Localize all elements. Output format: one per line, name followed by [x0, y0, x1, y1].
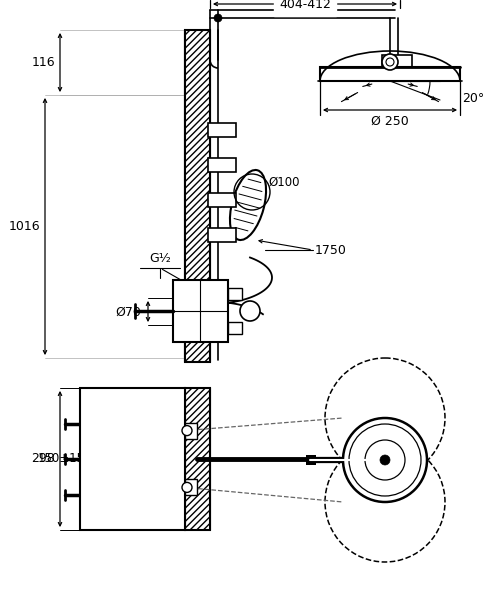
Text: 150±15: 150±15 [38, 452, 85, 466]
Bar [173, 280, 228, 342]
Ellipse shape [230, 170, 266, 240]
Circle shape [382, 54, 398, 70]
Bar [185, 388, 210, 530]
Text: G¹⁄₂: G¹⁄₂ [149, 252, 171, 265]
Circle shape [386, 58, 394, 66]
Text: Ø100: Ø100 [268, 175, 300, 188]
Bar [185, 30, 210, 362]
Bar [208, 123, 236, 137]
Circle shape [182, 482, 192, 493]
Bar [185, 422, 197, 439]
Text: 1016: 1016 [8, 220, 40, 232]
Bar [185, 479, 197, 496]
Bar [208, 193, 236, 207]
Bar [185, 388, 210, 530]
Circle shape [182, 425, 192, 436]
Text: Ø70: Ø70 [115, 305, 141, 319]
Text: 1750: 1750 [315, 244, 347, 257]
Bar [228, 288, 242, 300]
Text: Ø 250: Ø 250 [371, 115, 409, 128]
Bar [185, 30, 210, 362]
Bar [306, 455, 316, 465]
Bar [228, 322, 242, 334]
Circle shape [214, 14, 222, 22]
Text: 404-412: 404-412 [279, 0, 331, 10]
Bar [320, 67, 460, 81]
Bar [382, 55, 412, 67]
Circle shape [380, 455, 390, 465]
Bar [80, 388, 185, 530]
Text: 298: 298 [31, 452, 55, 466]
Text: 116: 116 [32, 55, 55, 68]
Bar [208, 158, 236, 172]
Bar [208, 228, 236, 242]
Circle shape [240, 301, 260, 321]
Text: 20°: 20° [462, 91, 484, 104]
Circle shape [343, 418, 427, 502]
